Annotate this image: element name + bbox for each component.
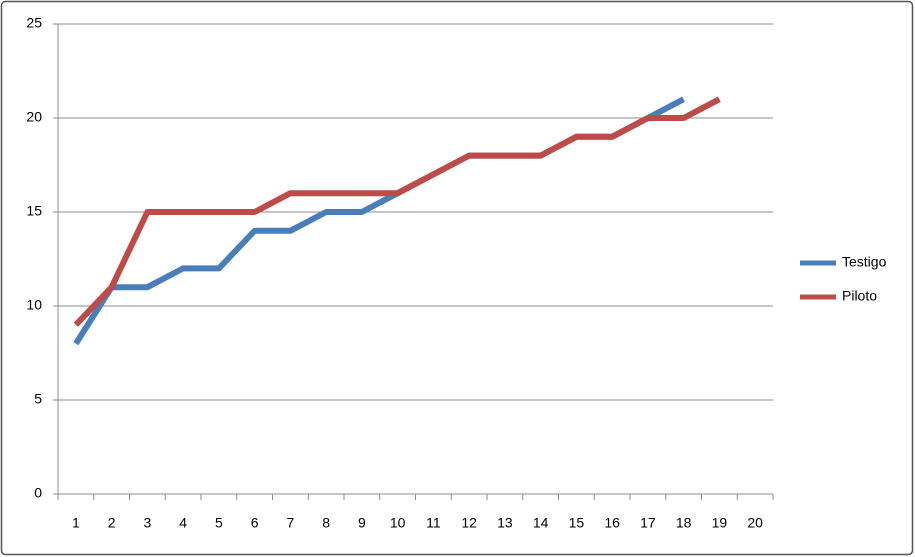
x-tick-label: 19 <box>712 515 728 531</box>
x-tick-label: 9 <box>358 515 366 531</box>
y-tick-label: 0 <box>34 485 42 501</box>
x-tick-label: 10 <box>390 515 406 531</box>
y-tick-label: 10 <box>26 297 42 313</box>
x-tick-label: 2 <box>108 515 116 531</box>
legend-label: Testigo <box>842 254 887 270</box>
x-tick-label: 1 <box>72 515 80 531</box>
x-tick-label: 4 <box>179 515 187 531</box>
legend-label: Piloto <box>842 288 877 304</box>
y-tick-label: 20 <box>26 109 42 125</box>
x-tick-label: 14 <box>533 515 549 531</box>
x-tick-label: 5 <box>215 515 223 531</box>
x-tick-label: 6 <box>251 515 259 531</box>
x-tick-label: 16 <box>604 515 620 531</box>
x-tick-label: 18 <box>676 515 692 531</box>
x-tick-label: 11 <box>426 515 441 531</box>
x-tick-label: 7 <box>286 515 294 531</box>
x-tick-label: 20 <box>747 515 763 531</box>
x-tick-label: 13 <box>497 515 513 531</box>
x-tick-label: 8 <box>322 515 330 531</box>
x-tick-label: 17 <box>640 515 656 531</box>
y-tick-label: 5 <box>34 391 42 407</box>
y-tick-label: 15 <box>26 203 42 219</box>
y-tick-label: 25 <box>26 15 42 31</box>
x-tick-label: 12 <box>461 515 477 531</box>
x-tick-label: 15 <box>569 515 585 531</box>
x-tick-label: 3 <box>143 515 151 531</box>
series-line <box>73 96 721 327</box>
